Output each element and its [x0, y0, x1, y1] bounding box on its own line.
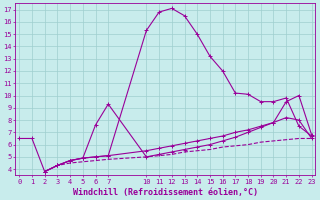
X-axis label: Windchill (Refroidissement éolien,°C): Windchill (Refroidissement éolien,°C)	[73, 188, 258, 197]
